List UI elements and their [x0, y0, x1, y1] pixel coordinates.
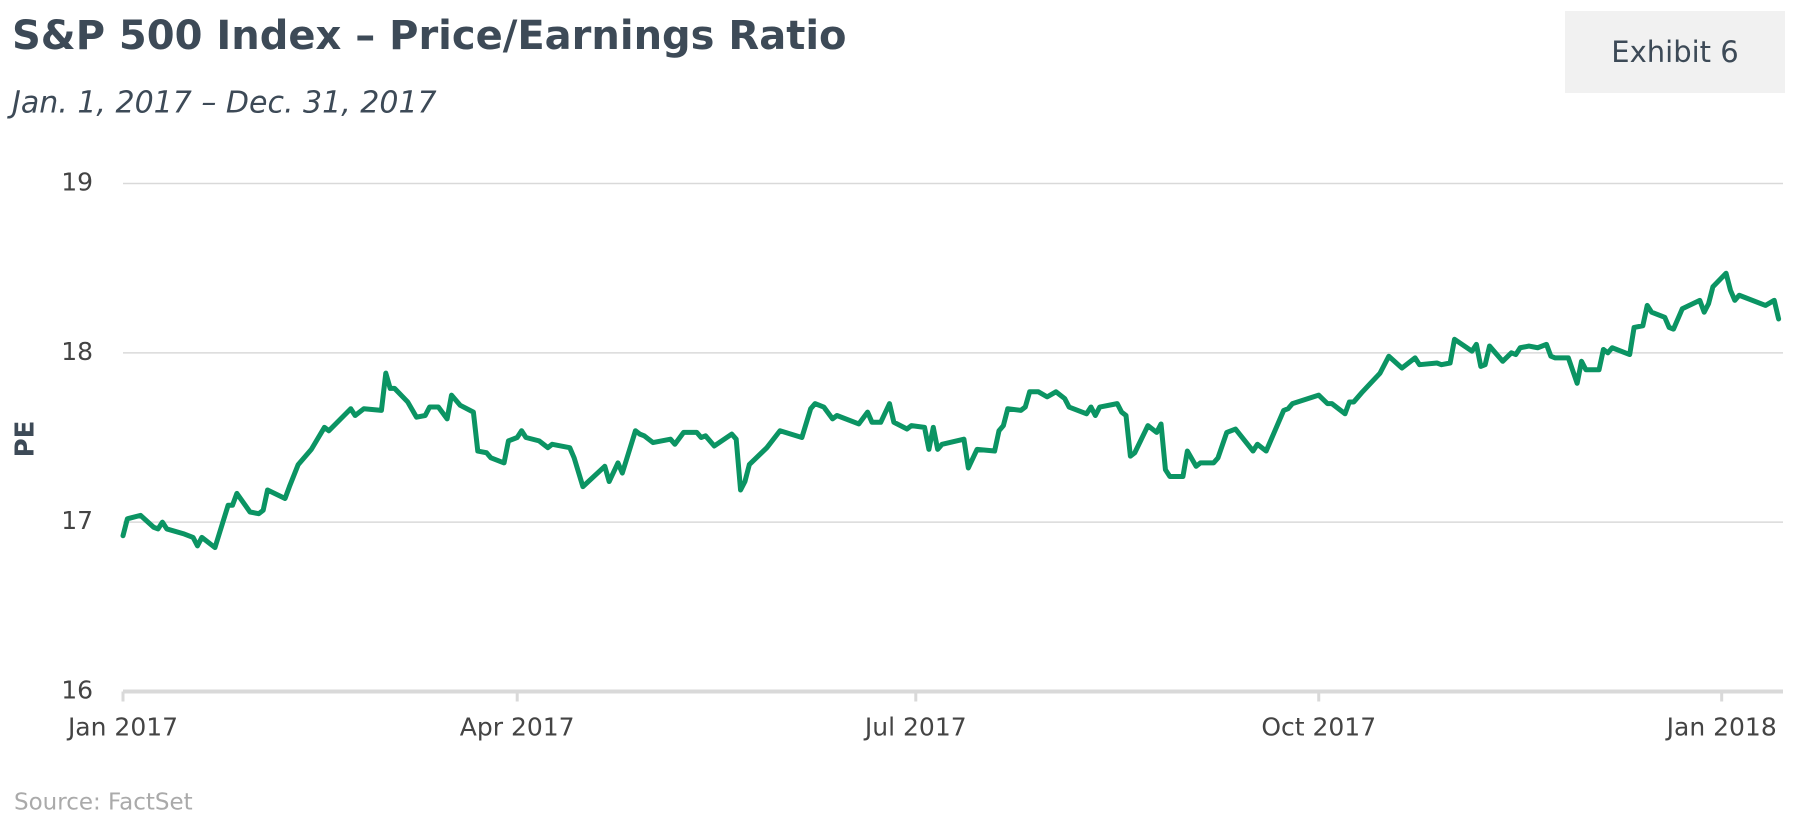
exhibit-label: Exhibit 6 — [1611, 35, 1738, 69]
source-note: Source: FactSet — [14, 790, 193, 816]
y-tick-label: 16 — [61, 676, 93, 705]
y-tick-label: 17 — [61, 506, 93, 535]
y-tick-label: 18 — [61, 337, 93, 366]
x-tick-label: Jan 2017 — [66, 713, 178, 742]
y-axis-label: PE — [11, 421, 41, 458]
chart-subtitle: Jan. 1, 2017 – Dec. 31, 2017 — [7, 86, 437, 121]
x-tick-label: Oct 2017 — [1261, 713, 1376, 742]
y-tick-label: 19 — [61, 168, 93, 197]
x-tick-label: Apr 2017 — [460, 713, 575, 742]
x-tick-label: Jul 2017 — [863, 713, 967, 742]
x-tick-label: Jan 2018 — [1665, 713, 1777, 742]
exhibit-box — [1565, 11, 1785, 93]
chart-title: S&P 500 Index – Price/Earnings Ratio — [12, 13, 847, 59]
data-line — [120, 270, 1782, 551]
